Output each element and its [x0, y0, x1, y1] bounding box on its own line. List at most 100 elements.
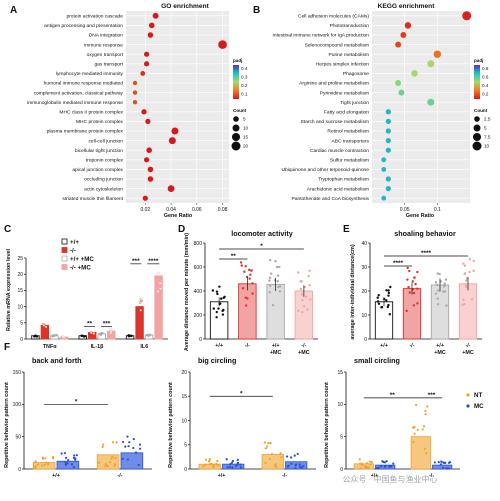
term-label: Purine metabolism [328, 52, 369, 58]
replicate-point [157, 271, 160, 275]
significance-label: **** [393, 260, 404, 267]
enrichment-dot [385, 128, 391, 134]
legend-label: +/+ [70, 239, 79, 246]
individual-point [208, 458, 212, 461]
enrichment-dot [143, 51, 150, 57]
individual-point [387, 289, 390, 292]
individual-point [264, 461, 267, 465]
individual-point [104, 465, 107, 468]
watermark: 公众号 · 中国鱼与渔业中心 [342, 474, 437, 484]
individual-point [231, 459, 234, 463]
individual-point [134, 451, 137, 454]
individual-point [60, 452, 63, 455]
replicate-point [101, 331, 104, 335]
individual-point [472, 259, 475, 263]
individual-point [270, 452, 274, 456]
padj-tick: 0.3 [241, 75, 248, 80]
panel-a-go-enrichment: GO enrichment protein activation cascade… [27, 3, 249, 219]
individual-point [275, 465, 278, 469]
count-legend-label: 10 [243, 126, 249, 131]
individual-point [405, 309, 408, 313]
individual-point [52, 457, 55, 460]
category-label: -/- [465, 343, 470, 349]
genotype-label: -/- [117, 473, 122, 479]
individual-point [304, 295, 308, 298]
individual-point [462, 262, 465, 265]
enrichment-dot [400, 32, 407, 38]
individual-point [132, 437, 135, 441]
individual-point [114, 463, 117, 466]
y-tick-label: 20 [361, 289, 367, 295]
term-label: humoral immune response mediated [44, 81, 124, 87]
individual-point [406, 278, 409, 281]
significance-label: ** [390, 392, 396, 399]
go-x-label: Gene Ratio [164, 213, 193, 219]
replicate-point [54, 333, 58, 337]
individual-point [367, 466, 370, 469]
individual-point [269, 441, 272, 445]
individual-point [443, 282, 446, 285]
individual-point [215, 310, 218, 314]
replicate-point [42, 324, 46, 327]
individual-point [407, 285, 410, 289]
individual-point [243, 270, 246, 273]
individual-point [250, 269, 253, 272]
enrichment-dot [398, 89, 405, 96]
individual-point [359, 467, 363, 470]
individual-point [286, 465, 289, 468]
significance-label: ** [87, 321, 93, 328]
individual-point [299, 465, 302, 468]
padj-tick: 0.2 [482, 92, 489, 97]
subplot-y-label: Repetitive behavior pattern count [4, 382, 10, 468]
replicate-point [156, 290, 160, 293]
enrichment-dot [462, 11, 472, 21]
significance-label: *** [428, 392, 436, 399]
individual-point [70, 463, 74, 466]
individual-point [385, 299, 388, 302]
individual-point [437, 460, 440, 464]
enrichment-dot [427, 60, 435, 68]
enrichment-dot [132, 100, 138, 105]
term-label: actin cytoskeleton [84, 186, 123, 192]
individual-point [415, 403, 418, 407]
count-legend-label: 15 [243, 135, 249, 140]
individual-point [298, 463, 301, 466]
y-tick-label: 150 [13, 370, 22, 376]
behavior-bar [32, 462, 56, 470]
y-tick-label: 15 [337, 370, 343, 376]
panel-label-d: D [178, 224, 185, 235]
individual-point [202, 465, 205, 468]
individual-point [235, 463, 239, 466]
individual-point [413, 276, 416, 279]
y-tick-label: 30 [361, 265, 367, 271]
individual-point [36, 463, 39, 466]
term-label: oxygen transport [87, 52, 124, 58]
y-tick-label: 5 [184, 443, 187, 449]
term-label: immune response [84, 42, 123, 48]
individual-point [297, 309, 300, 312]
count-legend-label: 5 [484, 126, 487, 131]
replicate-point [82, 335, 86, 338]
individual-point [44, 457, 47, 460]
individual-point [439, 463, 442, 466]
expression-bar [135, 306, 144, 340]
panel-label-a: A [10, 5, 17, 16]
subplot-y-label: Repetitive behavior pattern count [324, 382, 330, 468]
e-y-label: average inter-individual distance(cm) [350, 244, 356, 339]
individual-point [228, 465, 232, 468]
term-label: Starch and sucrose metabolism [301, 119, 370, 125]
individual-point [468, 257, 471, 261]
significance-label: **** [148, 258, 159, 265]
count-legend-label: 2.5 [484, 117, 491, 122]
term-label: troponin complex [86, 158, 124, 164]
individual-point [377, 294, 380, 297]
individual-point [110, 457, 113, 460]
category-label: +MC [434, 350, 446, 356]
individual-point [379, 465, 383, 468]
individual-point [422, 425, 426, 428]
behavior-bar [222, 463, 245, 470]
enrichment-dot [167, 185, 175, 192]
genotype-label: +/+ [52, 473, 60, 479]
padj-legend-title: padj [474, 58, 483, 63]
